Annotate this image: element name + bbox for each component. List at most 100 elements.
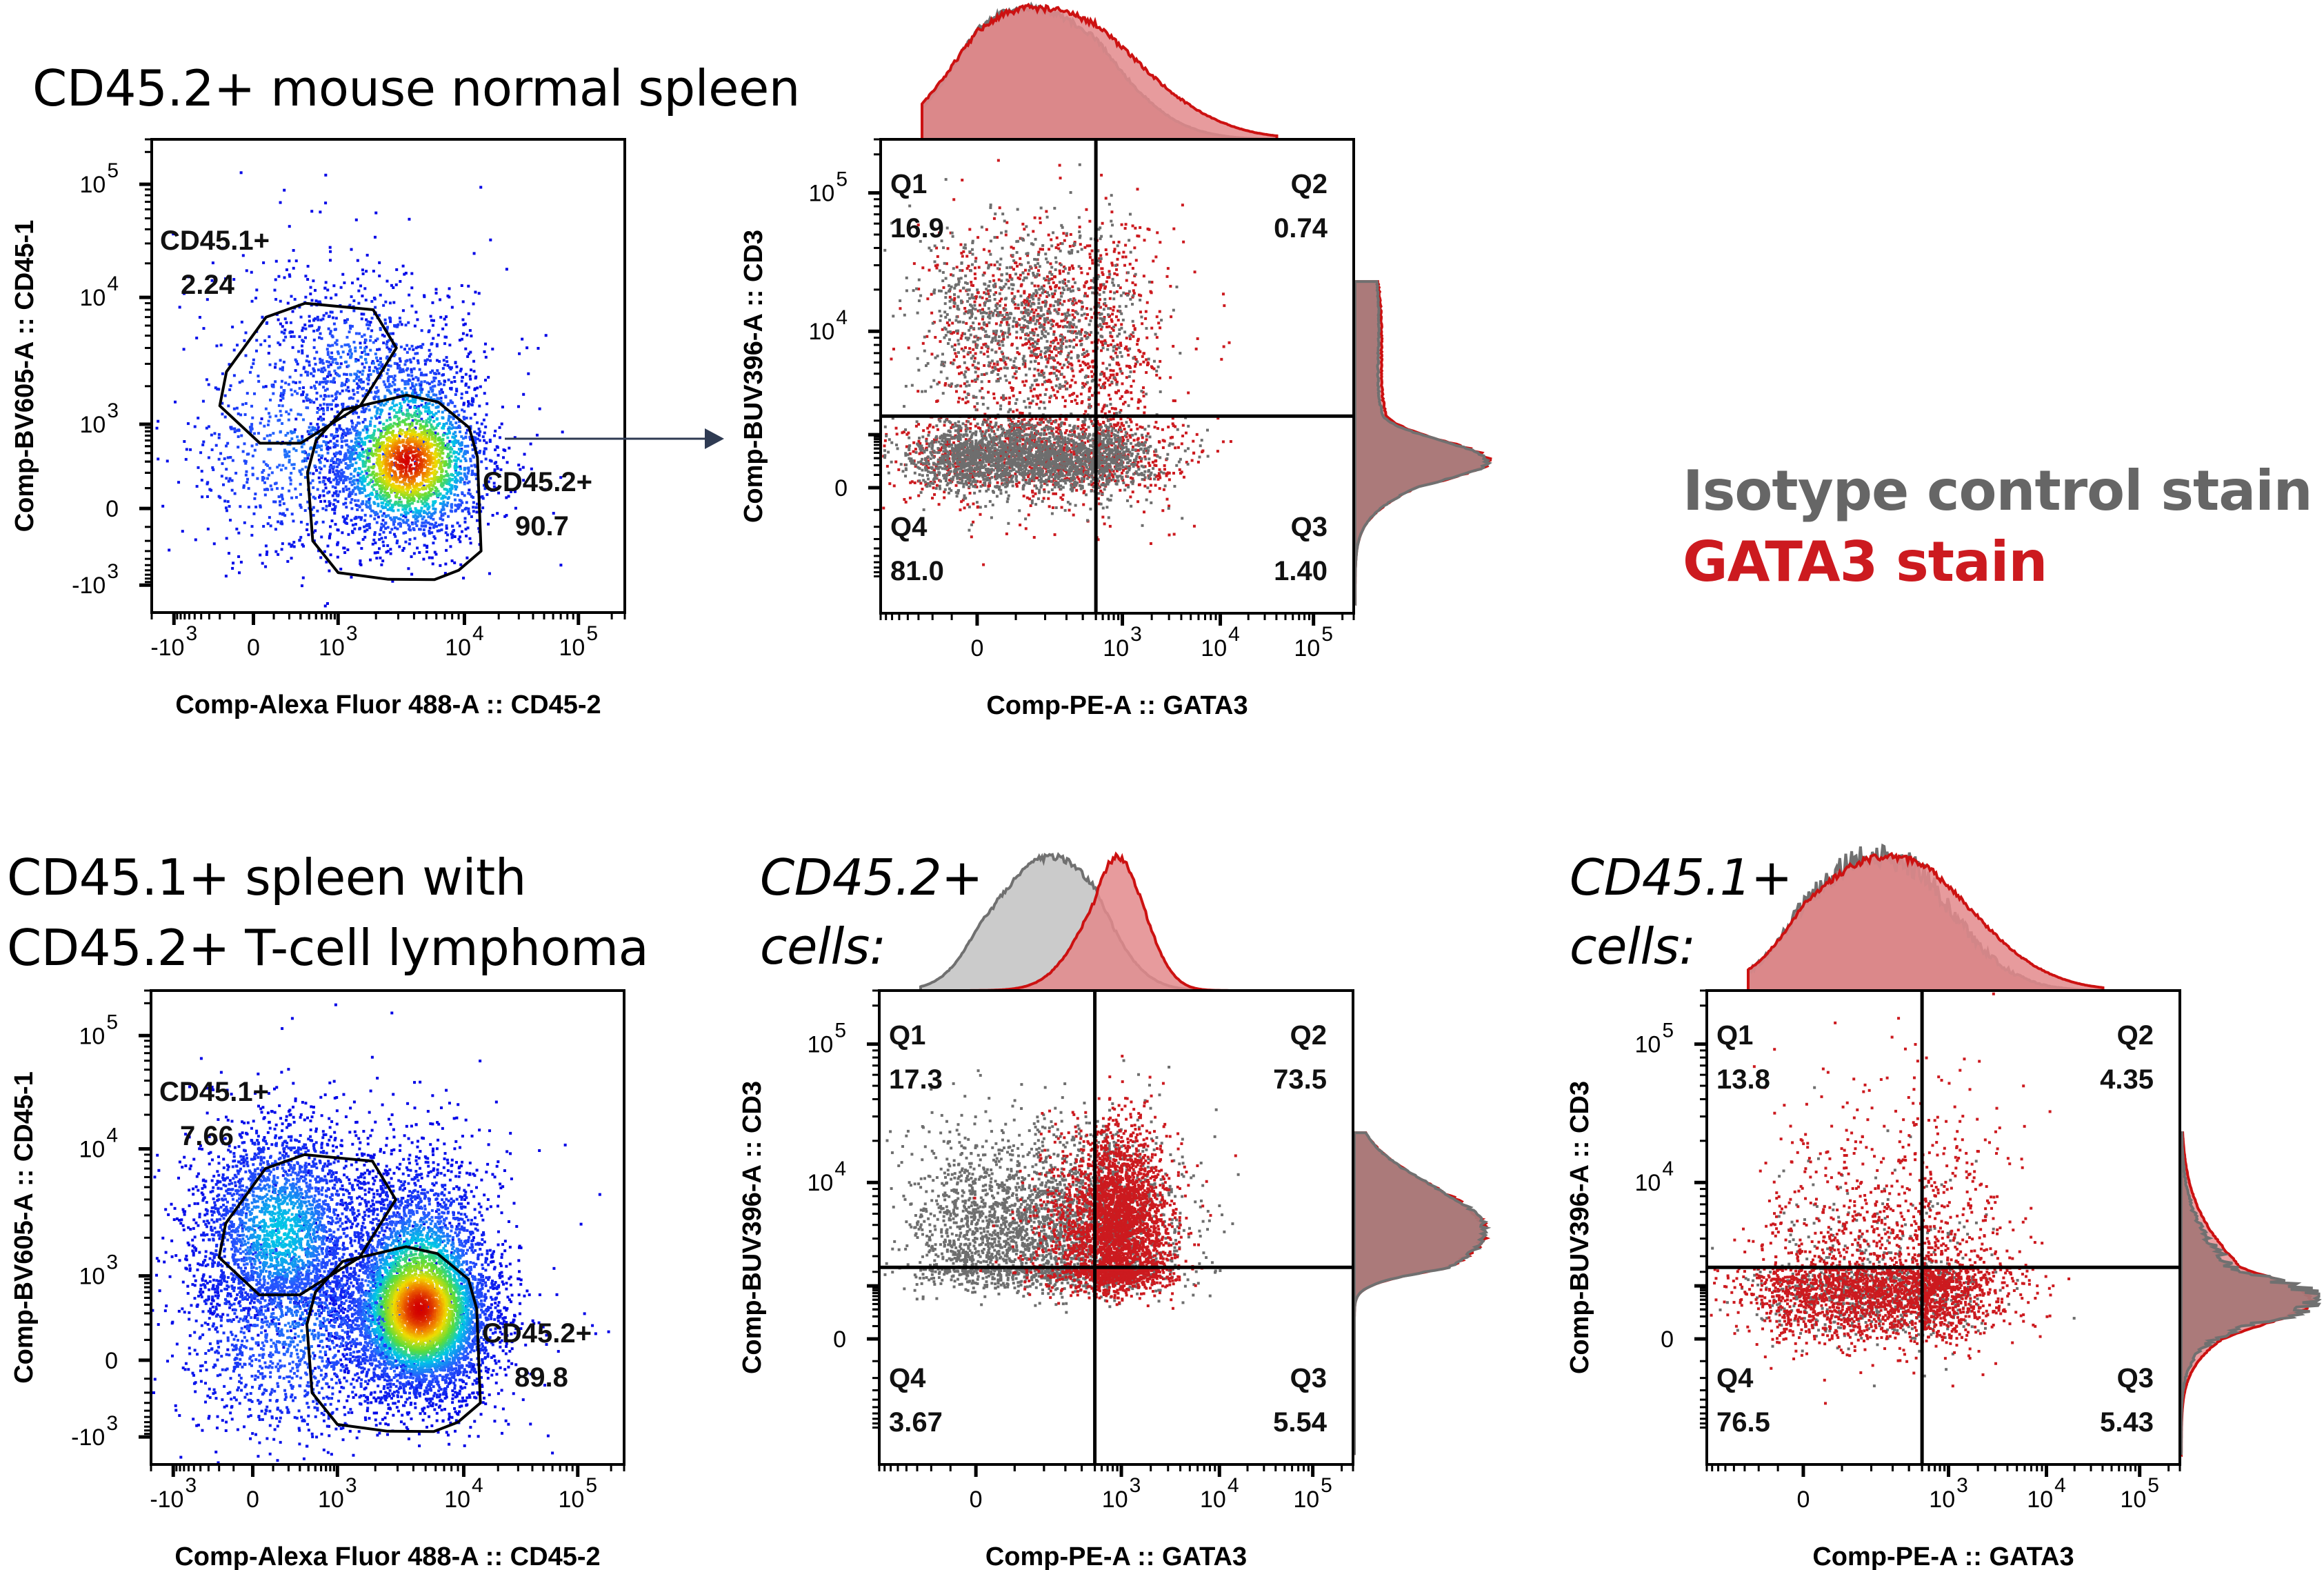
event-dot xyxy=(401,379,404,382)
event-dot xyxy=(443,364,446,367)
event-dot xyxy=(480,495,483,499)
subset-title-cd452-line1: CD45.2+ xyxy=(760,853,983,902)
event-dot xyxy=(463,457,467,460)
event-dot xyxy=(465,333,469,337)
event-dot xyxy=(336,555,339,559)
event-dot xyxy=(408,482,412,486)
event-dot xyxy=(362,479,365,482)
event-dot xyxy=(496,467,499,470)
event-dot xyxy=(352,488,355,492)
event-dot xyxy=(455,450,459,454)
event-dot xyxy=(401,309,405,312)
event-dot xyxy=(379,466,383,470)
event-dot xyxy=(383,448,386,452)
event-dot xyxy=(412,440,416,444)
event-dot xyxy=(345,514,349,517)
event-dot xyxy=(406,475,410,478)
event-dot xyxy=(336,410,339,414)
event-dot xyxy=(358,370,361,374)
event-dot xyxy=(382,404,385,407)
event-dot xyxy=(437,493,441,496)
event-dot xyxy=(246,481,249,484)
event-dot xyxy=(228,505,231,508)
event-dot xyxy=(428,443,431,446)
event-dot xyxy=(327,327,330,330)
event-dot xyxy=(385,477,388,481)
event-dot xyxy=(418,528,421,531)
event-dot xyxy=(392,516,396,519)
event-dot xyxy=(472,359,476,363)
event-dot xyxy=(329,363,332,366)
event-dot xyxy=(437,524,441,527)
event-dot xyxy=(332,322,336,326)
event-dot xyxy=(416,352,419,355)
event-dot xyxy=(388,473,391,477)
event-dot xyxy=(330,395,334,398)
event-dot xyxy=(319,381,322,384)
event-dot xyxy=(332,453,336,456)
event-dot xyxy=(425,433,428,437)
event-dot xyxy=(430,342,433,346)
event-dot xyxy=(410,368,413,371)
event-dot xyxy=(166,459,169,463)
event-dot xyxy=(402,504,405,508)
event-dot xyxy=(484,355,488,359)
event-dot xyxy=(335,494,339,497)
event-dot xyxy=(390,469,394,473)
event-dot xyxy=(380,505,383,508)
event-dot xyxy=(450,366,453,369)
event-dot xyxy=(429,516,432,519)
event-dot xyxy=(241,450,245,453)
event-dot xyxy=(395,404,399,407)
event-dot xyxy=(440,528,443,532)
event-dot xyxy=(428,556,431,559)
event-dot xyxy=(361,394,365,397)
event-dot xyxy=(241,254,245,257)
event-dot xyxy=(207,383,210,386)
event-dot xyxy=(290,295,293,298)
event-dot xyxy=(260,417,263,421)
event-dot xyxy=(352,299,356,303)
event-dot xyxy=(305,393,309,397)
event-dot xyxy=(224,575,228,578)
event-dot xyxy=(921,488,924,491)
event-dot xyxy=(305,528,309,532)
event-dot xyxy=(466,355,470,358)
event-dot xyxy=(311,479,314,482)
event-dot xyxy=(225,509,228,513)
event-dot xyxy=(406,379,410,383)
event-dot xyxy=(354,522,357,526)
event-dot xyxy=(310,210,314,213)
event-dot xyxy=(473,464,477,467)
event-dot xyxy=(449,450,452,454)
event-dot xyxy=(363,346,367,350)
event-dot xyxy=(388,470,391,474)
event-dot xyxy=(424,442,428,446)
event-dot xyxy=(488,438,492,441)
event-dot xyxy=(378,348,381,351)
event-dot xyxy=(336,350,339,354)
event-dot xyxy=(382,486,385,490)
event-dot xyxy=(388,477,392,481)
event-dot xyxy=(412,527,415,530)
event-dot xyxy=(355,411,359,415)
event-dot xyxy=(364,339,368,342)
event-dot xyxy=(438,392,441,395)
event-dot xyxy=(513,436,517,439)
event-dot xyxy=(412,510,415,514)
event-dot xyxy=(386,492,390,495)
event-dot xyxy=(438,466,441,470)
event-dot xyxy=(390,384,393,388)
event-dot xyxy=(401,470,405,473)
event-dot xyxy=(478,439,481,442)
event-dot xyxy=(331,508,334,511)
event-dot xyxy=(1068,508,1071,512)
event-dot xyxy=(462,323,465,326)
event-dot xyxy=(332,508,336,511)
event-dot xyxy=(418,393,421,397)
event-dot xyxy=(445,533,449,537)
event-dot xyxy=(358,491,361,495)
event-dot xyxy=(206,298,209,301)
event-dot xyxy=(292,430,296,434)
event-dot xyxy=(430,410,433,414)
